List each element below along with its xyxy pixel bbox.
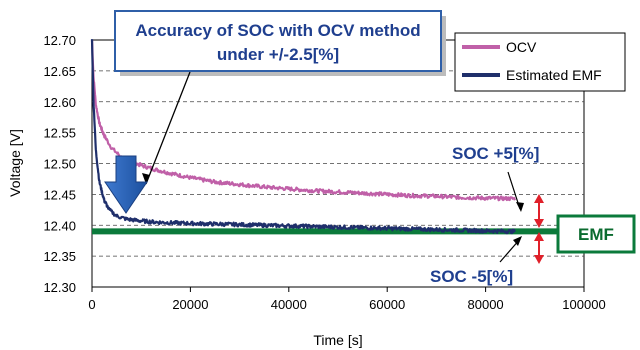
soc-range-arrows (534, 194, 544, 264)
y-tick-labels: 12.30 12.35 12.40 12.45 12.50 12.55 12.60 12.65… (43, 33, 76, 295)
down-arrow (104, 155, 148, 214)
emf-label-text: EMF (578, 225, 614, 244)
series-line-estimated-emf (90, 39, 516, 235)
y-tick-label: 12.35 (43, 249, 76, 264)
soc-minus-label: SOC -5[%] (430, 267, 513, 286)
legend-label-estimated-emf: Estimated EMF (506, 67, 602, 83)
emf-label: EMF (556, 214, 636, 254)
x-axis-title: Time [s] (313, 332, 362, 348)
emf-label-box (556, 214, 636, 254)
soc-plus-pointer-head (516, 202, 524, 212)
callout-pointer-head (142, 173, 150, 184)
y-tick-label: 12.65 (43, 64, 76, 79)
soc-minus-pointer-head (513, 236, 522, 246)
soc-lower-arrow-head-bottom (534, 255, 544, 264)
x-tick-marks (91, 287, 585, 292)
y-tick-label: 12.30 (43, 280, 76, 295)
soc-upper-arrow-head-bottom (534, 219, 544, 228)
legend-box (454, 32, 626, 92)
y-tick-label: 12.45 (43, 187, 76, 202)
callout-line-2: under +/-2.5[%] (217, 45, 339, 64)
callout-line-1: Accuracy of SOC with OCV method (135, 21, 420, 40)
y-tick-label: 12.55 (43, 126, 76, 141)
accuracy-callout: Accuracy of SOC with OCV method under +/… (114, 10, 446, 185)
series-line-ocv (90, 39, 516, 202)
callout-pointer (145, 71, 191, 185)
legend: OCV Estimated EMF (454, 32, 626, 92)
x-tick-labels: 0 20000 40000 60000 80000 100000 (88, 297, 605, 312)
x-tick-label: 0 (88, 297, 95, 312)
down-arrow-shape (104, 155, 148, 214)
soc-plus-label: SOC +5[%] (452, 144, 539, 163)
x-tick-label: 100000 (562, 297, 605, 312)
soc-lower-arrow-head-top (534, 232, 544, 241)
x-tick-label: 60000 (369, 297, 405, 312)
y-axis-title: Voltage [V] (7, 129, 23, 197)
x-tick-label: 80000 (468, 297, 504, 312)
y-tick-label: 12.50 (43, 157, 76, 172)
series-layer (90, 39, 516, 235)
x-tick-label: 40000 (271, 297, 307, 312)
y-tick-label: 12.70 (43, 33, 76, 48)
x-tick-label: 20000 (172, 297, 208, 312)
y-tick-label: 12.60 (43, 95, 76, 110)
legend-label-ocv: OCV (506, 39, 537, 55)
y-tick-label: 12.40 (43, 218, 76, 233)
callout-box (114, 10, 442, 72)
soc-upper-arrow-head-top (534, 194, 544, 203)
